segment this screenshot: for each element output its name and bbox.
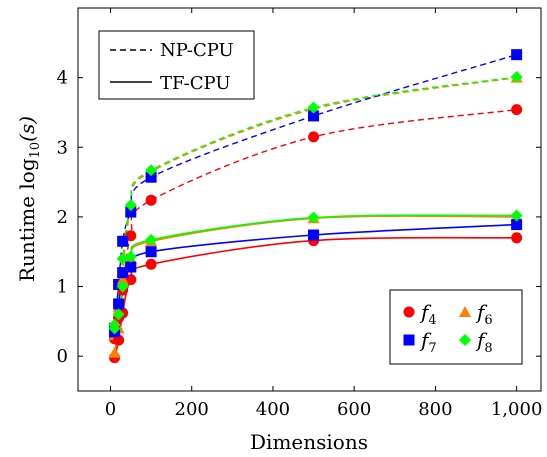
data-point-f7-np-cpu [117,235,129,247]
data-point-f4-tf-cpu [145,258,157,270]
data-point-f6-tf-cpu [108,346,121,358]
style-legend-box [98,30,255,100]
style-legend: NP-CPU TF-CPU [98,30,255,100]
data-point-f4-np-cpu [511,104,523,116]
data-point-f8-tf-cpu [510,209,523,222]
legend-marker-f6 [459,306,471,317]
x-tick-label: 400 [256,399,290,420]
series-line-f8-np-cpu [113,76,517,325]
data-point-f8-np-cpu [510,70,523,83]
data-point-f4-tf-cpu [511,232,523,244]
data-point-f7-tf-cpu [117,267,129,279]
data-point-f7-np-cpu [145,171,157,183]
x-tick-label: 200 [175,399,209,420]
y-tick-label: 2 [57,207,68,228]
data-point-f4-np-cpu [308,131,320,143]
data-point-f7-np-cpu [308,110,320,122]
plot-frame [77,7,542,392]
marker-legend-box [389,289,523,365]
legend-marker-f4 [403,306,415,318]
y-tick-label: 1 [57,277,68,298]
x-tick-label: 0 [105,399,116,420]
x-tick-label: 600 [337,399,371,420]
x-axis-title: Dimensions [250,430,368,454]
data-point-f8-tf-cpu [116,280,129,293]
y-tick-label: 3 [57,137,68,158]
axis-ticks: 0 200 400 600 800 1,000 0 1 2 3 4 [57,8,543,420]
data-point-f8-tf-cpu [108,322,121,335]
legend-marker-f8 [459,334,471,346]
y-axis-title-suffix: (s) [15,116,39,142]
data-point-f4-tf-cpu [113,334,125,346]
data-point-f8-tf-cpu [307,211,320,224]
data-point-f7-tf-cpu [125,261,137,273]
x-tick-label: 1,000 [491,399,543,420]
data-point-f7-np-cpu [511,49,523,61]
data-point-f7-tf-cpu [113,298,125,310]
plot-area [108,49,523,364]
y-axis-title: Runtime log10(s) [15,116,43,282]
x-tick-label: 800 [418,399,452,420]
data-point-f7-tf-cpu [511,219,523,231]
data-point-f8-np-cpu [116,252,129,265]
legend-label-tf-cpu: TF-CPU [160,73,231,94]
data-point-f8-tf-cpu [145,233,158,246]
data-point-f6-tf-cpu [116,273,129,285]
data-point-f7-tf-cpu [308,229,320,241]
y-axis-title-subscript: 10 [28,142,43,159]
y-tick-label: 0 [57,346,68,367]
y-tick-label: 4 [57,68,68,89]
data-point-f8-np-cpu [124,199,137,212]
y-axis-title-prefix: Runtime log [15,158,39,282]
data-point-f7-np-cpu [125,206,137,218]
data-point-f8-tf-cpu [112,308,125,321]
data-point-f8-tf-cpu [124,250,137,263]
marker-legend: f4 f6 f7 f8 [389,289,523,365]
data-point-f4-np-cpu [145,194,157,206]
legend-label-np-cpu: NP-CPU [160,40,234,61]
data-point-f8-np-cpu [145,164,158,177]
legend-marker-f7 [403,334,415,346]
data-point-f8-np-cpu [307,101,320,114]
data-point-f7-tf-cpu [145,246,157,258]
